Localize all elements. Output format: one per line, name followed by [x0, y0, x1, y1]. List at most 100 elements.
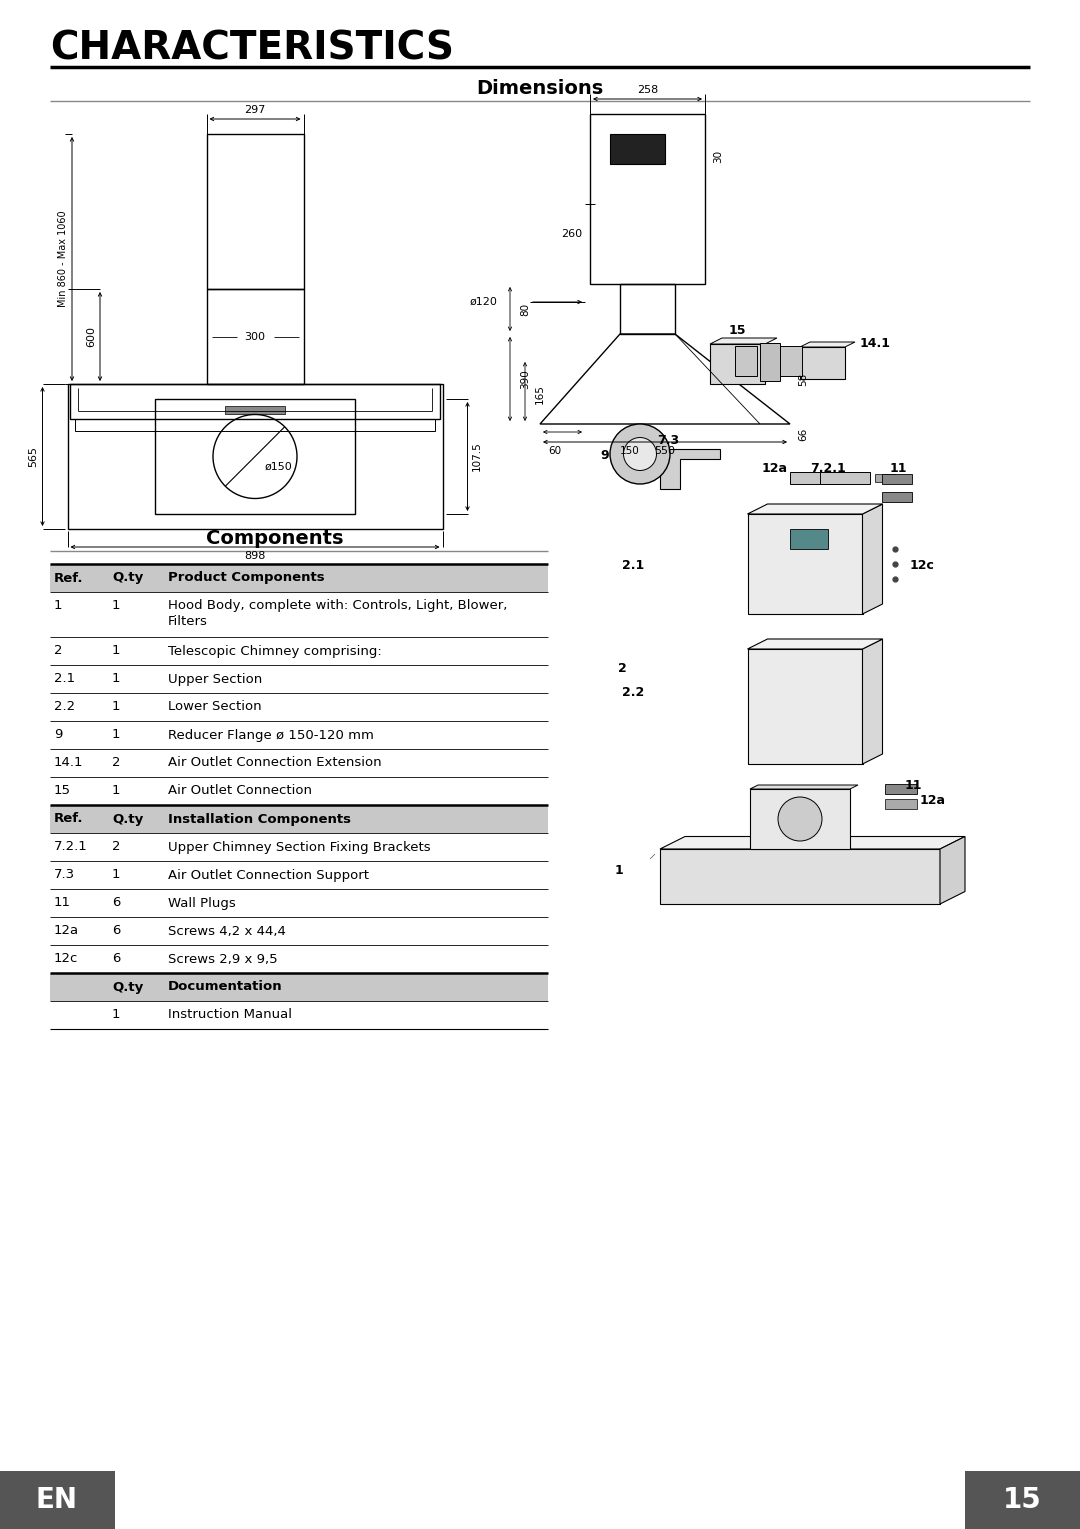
Text: Lower Section: Lower Section [168, 700, 261, 714]
Text: 11: 11 [905, 778, 922, 792]
Bar [789, 529, 828, 549]
Text: 7.2.1: 7.2.1 [54, 841, 87, 853]
Text: Upper Section: Upper Section [168, 673, 262, 685]
Bar [225, 407, 285, 414]
Text: 14.1: 14.1 [860, 336, 891, 350]
Circle shape [623, 437, 657, 471]
Bar [50, 665, 548, 693]
Text: 565: 565 [28, 446, 39, 466]
Bar [590, 115, 705, 284]
Text: 2.1: 2.1 [54, 673, 76, 685]
Text: Dimensions: Dimensions [476, 80, 604, 98]
Text: 12a: 12a [920, 794, 946, 807]
Text: Instruction Manual: Instruction Manual [168, 1009, 292, 1021]
Bar [885, 800, 917, 809]
Text: 898: 898 [244, 550, 266, 561]
Text: 1: 1 [112, 868, 121, 882]
Bar [50, 833, 548, 861]
Bar [67, 384, 443, 529]
Bar [885, 784, 917, 794]
Text: Product Components: Product Components [168, 572, 325, 584]
Bar [50, 722, 548, 749]
Polygon shape [660, 836, 966, 849]
Text: 14.1: 14.1 [54, 757, 83, 769]
Text: 12a: 12a [54, 925, 79, 937]
Text: 15: 15 [728, 324, 746, 336]
Bar [206, 135, 303, 289]
Bar [800, 347, 845, 379]
Text: Installation Components: Installation Components [168, 812, 351, 826]
Text: Q.ty: Q.ty [112, 572, 144, 584]
Text: 2: 2 [54, 645, 63, 657]
Text: Air Outlet Connection: Air Outlet Connection [168, 784, 312, 798]
Text: Telescopic Chimney comprising:: Telescopic Chimney comprising: [168, 645, 381, 657]
Text: Screws 4,2 x 44,4: Screws 4,2 x 44,4 [168, 925, 286, 937]
Bar [820, 472, 870, 485]
Bar [747, 514, 863, 615]
Text: 15: 15 [1002, 1486, 1041, 1514]
Text: 7.3: 7.3 [657, 434, 679, 446]
Bar [620, 284, 675, 333]
Text: 2: 2 [618, 662, 626, 674]
Text: 60: 60 [549, 446, 562, 456]
Bar [789, 472, 840, 485]
Bar [70, 384, 440, 419]
Text: Reducer Flange ø 150-120 mm: Reducer Flange ø 150-120 mm [168, 728, 374, 742]
Text: 2.2: 2.2 [54, 700, 76, 714]
Text: 2.1: 2.1 [622, 560, 645, 572]
Text: Filters: Filters [168, 615, 207, 628]
Text: 150: 150 [620, 446, 639, 456]
Text: CHARACTERISTICS: CHARACTERISTICS [50, 29, 454, 67]
Bar [50, 888, 548, 917]
Text: 80: 80 [519, 303, 530, 315]
Polygon shape [660, 450, 720, 489]
Bar [156, 399, 355, 514]
Bar [50, 945, 548, 972]
Bar [882, 474, 912, 485]
Polygon shape [710, 338, 777, 344]
Text: Screws 2,9 x 9,5: Screws 2,9 x 9,5 [168, 953, 278, 965]
Text: 260: 260 [561, 229, 582, 239]
Bar [206, 289, 303, 384]
Text: 66: 66 [798, 428, 808, 440]
Text: 11: 11 [54, 896, 71, 910]
Polygon shape [747, 639, 882, 648]
Text: Q.ty: Q.ty [112, 980, 144, 994]
Text: 12a: 12a [762, 462, 788, 476]
Text: Air Outlet Connection Extension: Air Outlet Connection Extension [168, 757, 381, 769]
Text: Ref.: Ref. [54, 812, 83, 826]
Circle shape [610, 424, 670, 485]
Bar [750, 789, 850, 849]
Bar [50, 972, 548, 1001]
Text: 107.5: 107.5 [472, 442, 482, 471]
Text: 1: 1 [112, 599, 121, 612]
Bar [966, 1471, 1080, 1529]
Text: ø150: ø150 [265, 462, 293, 471]
Polygon shape [863, 505, 882, 615]
Bar [0, 1471, 114, 1529]
Bar [875, 474, 895, 482]
Bar [747, 648, 863, 764]
Text: Ref.: Ref. [54, 572, 83, 584]
Text: ø120: ø120 [470, 297, 498, 307]
Text: 1: 1 [112, 673, 121, 685]
Text: Hood Body, complete with: Controls, Light, Blower,: Hood Body, complete with: Controls, Ligh… [168, 599, 508, 612]
Text: 2: 2 [112, 757, 121, 769]
Text: 550: 550 [654, 446, 675, 456]
Text: Wall Plugs: Wall Plugs [168, 896, 235, 910]
Bar [50, 564, 548, 592]
Bar [75, 419, 435, 431]
Text: 390: 390 [519, 368, 530, 388]
Text: 300: 300 [244, 332, 266, 341]
Text: 12c: 12c [910, 560, 935, 572]
Text: Upper Chimney Section Fixing Brackets: Upper Chimney Section Fixing Brackets [168, 841, 431, 853]
Polygon shape [863, 639, 882, 764]
Bar [50, 777, 548, 804]
Text: 600: 600 [86, 326, 96, 347]
Text: 9: 9 [600, 450, 609, 462]
Bar [50, 592, 548, 638]
Polygon shape [750, 784, 858, 789]
Text: 1: 1 [54, 599, 63, 612]
Text: 12c: 12c [54, 953, 79, 965]
Text: 58: 58 [798, 373, 808, 385]
